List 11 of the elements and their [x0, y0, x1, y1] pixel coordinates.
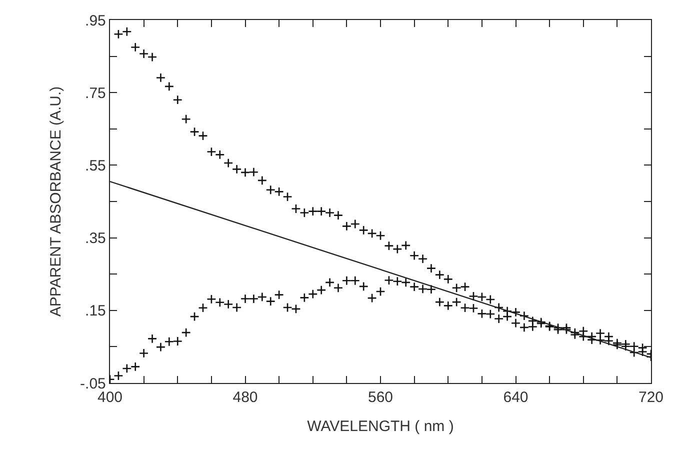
x-axis-title: WAVELENGTH ( nm ) — [307, 418, 454, 436]
y-axis-title: APPARENT ABSORBANCE (A.U.) — [47, 86, 64, 317]
y-tick-label: .35 — [85, 230, 106, 248]
x-tick-label: 480 — [232, 389, 258, 406]
y-tick-label: .15 — [85, 302, 106, 320]
y-tick-label: .95 — [85, 12, 106, 30]
y-tick-label: .75 — [85, 84, 106, 102]
x-tick-label: 720 — [638, 389, 664, 406]
y-tick-label: .55 — [85, 157, 106, 174]
x-tick-label: 560 — [368, 389, 394, 406]
x-tick-label: 640 — [503, 389, 528, 406]
